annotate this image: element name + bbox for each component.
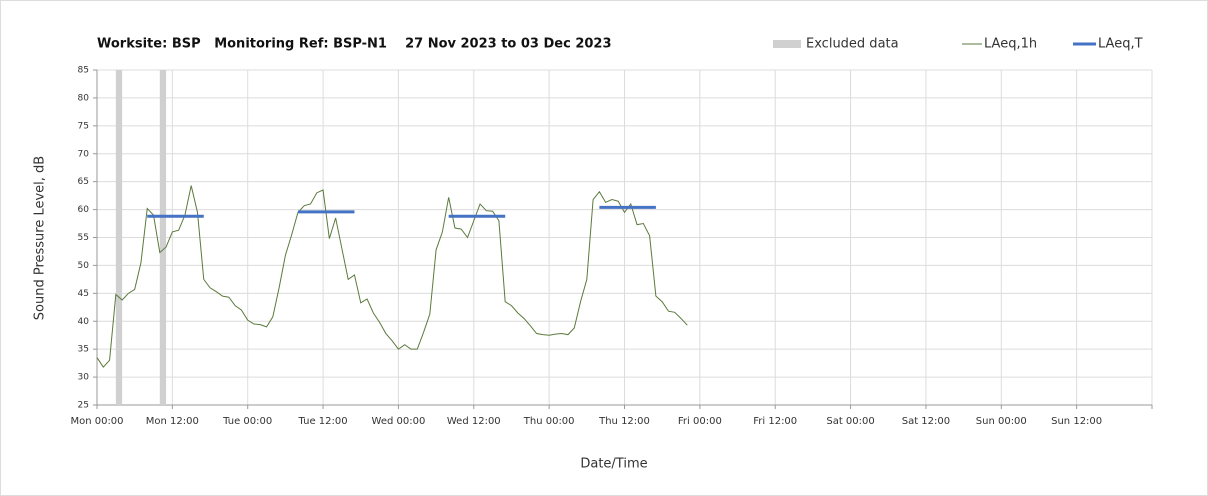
x-tick-label: Sun 12:00 — [1051, 416, 1102, 427]
line-series — [96, 185, 688, 368]
x-tick-label: Sat 12:00 — [902, 416, 950, 427]
y-tick-label: 70 — [78, 149, 90, 159]
y-tick-label: 40 — [78, 317, 90, 327]
x-tick-label: Tue 00:00 — [222, 416, 272, 427]
x-tick-label: Mon 12:00 — [146, 416, 199, 427]
y-tick-label: 50 — [78, 261, 90, 271]
x-tick-label: Wed 00:00 — [372, 416, 426, 427]
x-tick-label: Sat 00:00 — [826, 416, 874, 427]
x-tick-label: Fri 00:00 — [678, 416, 722, 427]
excluded-band — [159, 70, 167, 405]
y-tick-label: 30 — [78, 373, 90, 383]
excluded-band — [115, 70, 123, 405]
y-axis-title: Sound Pressure Level, dB — [33, 156, 48, 320]
x-tick-label: Fri 12:00 — [753, 416, 797, 427]
y-tick-label: 85 — [78, 66, 89, 76]
x-tick-label: Wed 12:00 — [447, 416, 501, 427]
x-tick-label: Thu 12:00 — [598, 416, 650, 427]
x-tick-label: Sun 00:00 — [976, 416, 1027, 427]
legend-label: LAeq,1h — [984, 37, 1037, 52]
y-tick-label: 75 — [78, 121, 89, 131]
y-tick-label: 60 — [78, 205, 90, 215]
y-tick-label: 65 — [78, 177, 89, 187]
legend-label: LAeq,T — [1098, 37, 1143, 52]
y-tick-label: 45 — [78, 289, 89, 299]
chart-title: Worksite: BSP Monitoring Ref: BSP-N1 27 … — [97, 37, 612, 52]
y-tick-label: 25 — [78, 401, 89, 411]
x-tick-label: Tue 12:00 — [298, 416, 348, 427]
y-tick-label: 55 — [78, 233, 89, 243]
legend-label: Excluded data — [806, 37, 899, 52]
legend-swatch — [773, 40, 801, 48]
x-axis-title: Date/Time — [580, 457, 647, 472]
y-tick-label: 80 — [78, 93, 90, 103]
y-tick-label: 35 — [78, 345, 89, 355]
x-tick-label: Mon 00:00 — [70, 416, 123, 427]
x-tick-label: Thu 00:00 — [523, 416, 575, 427]
